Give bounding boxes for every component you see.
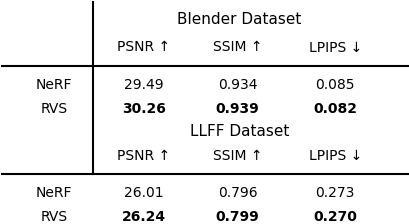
Text: SSIM ↑: SSIM ↑ [212,149,262,163]
Text: PSNR ↑: PSNR ↑ [117,149,170,163]
Text: 0.799: 0.799 [215,210,259,224]
Text: 29.49: 29.49 [124,78,163,92]
Text: NeRF: NeRF [36,186,72,200]
Text: 0.085: 0.085 [315,78,354,92]
Text: RVS: RVS [40,210,68,224]
Text: Blender Dataset: Blender Dataset [177,12,301,27]
Text: LPIPS ↓: LPIPS ↓ [308,41,361,54]
Text: LPIPS ↓: LPIPS ↓ [308,149,361,163]
Text: SSIM ↑: SSIM ↑ [212,41,262,54]
Text: 0.939: 0.939 [215,102,259,116]
Text: LLFF Dataset: LLFF Dataset [189,124,289,139]
Text: PSNR ↑: PSNR ↑ [117,41,170,54]
Text: 0.796: 0.796 [217,186,257,200]
Text: 26.24: 26.24 [121,210,166,224]
Text: 0.934: 0.934 [217,78,257,92]
Text: NeRF: NeRF [36,78,72,92]
Text: 0.270: 0.270 [312,210,356,224]
Text: 26.01: 26.01 [124,186,163,200]
Text: 0.082: 0.082 [312,102,356,116]
Text: RVS: RVS [40,102,68,116]
Text: 0.273: 0.273 [315,186,354,200]
Text: 30.26: 30.26 [122,102,166,116]
